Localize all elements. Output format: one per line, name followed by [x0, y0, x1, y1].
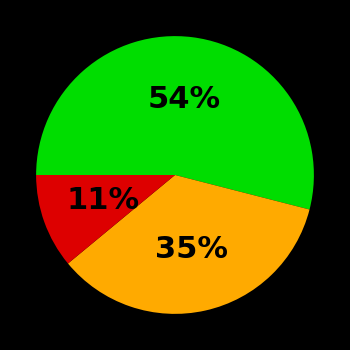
- Wedge shape: [68, 175, 309, 314]
- Text: 54%: 54%: [148, 85, 221, 114]
- Wedge shape: [36, 36, 314, 210]
- Text: 35%: 35%: [155, 235, 228, 264]
- Wedge shape: [36, 175, 175, 264]
- Text: 11%: 11%: [66, 187, 140, 215]
